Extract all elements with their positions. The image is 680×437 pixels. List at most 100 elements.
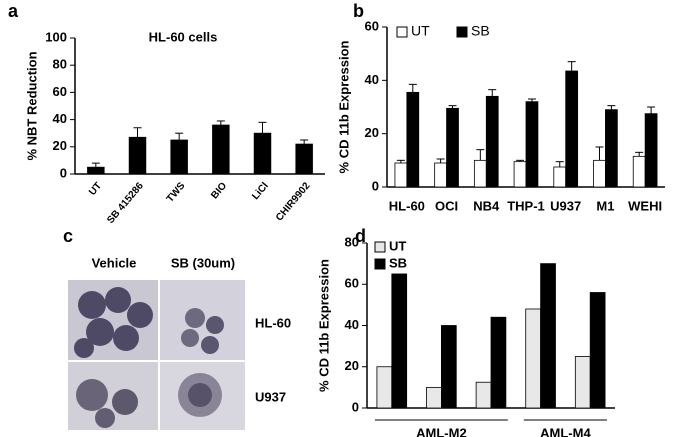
bar [212, 124, 230, 175]
y-tick-label: 0 [60, 165, 67, 180]
y-tick-label: 0 [372, 178, 379, 193]
y-axis-label: % CD 11b Expression [336, 40, 351, 173]
bar [644, 113, 658, 188]
bar [589, 292, 606, 409]
y-tick-label: 80 [53, 57, 67, 72]
error-bar [647, 106, 656, 114]
panel-letter: c [63, 226, 73, 246]
bar [426, 386, 442, 409]
bar [553, 166, 567, 188]
error-bar [488, 89, 497, 97]
y-tick-label: 40 [365, 72, 379, 87]
error-bar [300, 139, 309, 145]
error-bar [607, 105, 616, 110]
y-axis-label: % NBT Reduction [24, 51, 39, 160]
micrograph-panel: c Vehicle SB (30um) HL-60 U937 [63, 226, 291, 430]
y-tick-label: 60 [365, 18, 379, 33]
chart-title: HL-60 cells [149, 29, 218, 44]
y-tick-label: 20 [345, 358, 359, 373]
row-label: U937 [255, 389, 286, 404]
y-tick-label: 100 [45, 29, 67, 44]
bar [605, 109, 618, 188]
error-bar [258, 121, 267, 134]
bar [394, 162, 408, 188]
error-bar [448, 105, 457, 109]
x-tick-label: THP-1 [507, 198, 545, 213]
y-axis-label: % CD 11b Expression [316, 259, 331, 392]
y-tick-label: 60 [53, 84, 67, 99]
bar [473, 159, 487, 188]
bar [87, 166, 105, 175]
row-label: HL-60 [255, 315, 291, 330]
bar [440, 325, 457, 409]
legend-swatch [374, 241, 386, 253]
error-bar [595, 146, 604, 161]
error-bar [527, 98, 536, 102]
legend-label: UT [411, 23, 430, 39]
x-tick-label: SB 415286 [105, 180, 146, 226]
error-bar [555, 161, 564, 167]
bar [565, 70, 579, 188]
bar [593, 159, 606, 188]
x-tick-label: U937 [550, 198, 581, 213]
group-label: AML-M2 [416, 425, 467, 437]
bar [434, 162, 447, 188]
error-bar [133, 127, 142, 138]
error-bar [436, 158, 445, 163]
x-tick-label: BIO [209, 180, 229, 201]
error-bar [635, 151, 644, 157]
error-bar [396, 159, 405, 163]
group-label: AML-M4 [540, 425, 591, 437]
panel-letter: b [353, 1, 364, 21]
bar [632, 155, 646, 188]
x-tick-label: OCI [435, 198, 458, 213]
panel-letter: d [355, 226, 366, 246]
y-tick-label: 80 [345, 234, 359, 249]
bar [391, 273, 408, 409]
bar [406, 91, 420, 188]
bar [376, 366, 393, 409]
bar [490, 316, 507, 409]
bar [525, 308, 541, 409]
column-label: Vehicle [92, 255, 137, 270]
bar [574, 356, 591, 409]
y-tick-label: 40 [345, 317, 359, 332]
legend-label: UT [389, 238, 406, 253]
error-bar [567, 61, 576, 71]
x-tick-label: TWS [165, 180, 188, 204]
bar [475, 381, 492, 409]
y-tick-label: 20 [53, 138, 67, 153]
error-bar [91, 162, 100, 168]
bar [485, 95, 499, 188]
cells [74, 287, 224, 428]
legend-swatch [396, 26, 408, 38]
legend-swatch [374, 258, 386, 270]
legend-label: SB [471, 23, 490, 39]
bar [295, 143, 313, 175]
bar [540, 263, 556, 409]
x-tick-label: M1 [596, 198, 614, 213]
y-tick-label: 0 [352, 399, 359, 414]
y-tick-label: 60 [345, 276, 359, 291]
error-bar [175, 132, 184, 140]
bar [525, 101, 539, 188]
y-tick-label: 20 [365, 125, 379, 140]
x-tick-label: LiCl [250, 180, 271, 202]
error-bar [216, 120, 225, 126]
x-tick-label: CHIR9902 [274, 180, 313, 223]
bar [513, 161, 527, 188]
error-bar [516, 159, 525, 162]
bar [253, 132, 272, 175]
error-bar [408, 83, 417, 93]
legend-label: SB [389, 255, 407, 270]
x-tick-label: UT [87, 181, 104, 198]
bar [170, 139, 188, 175]
error-bar [476, 149, 485, 161]
y-tick-label: 40 [53, 111, 67, 126]
bar [128, 136, 147, 175]
legend-swatch [456, 26, 468, 38]
x-tick-label: HL-60 [389, 198, 425, 213]
x-tick-label: NB4 [473, 198, 500, 213]
bar [446, 107, 459, 188]
